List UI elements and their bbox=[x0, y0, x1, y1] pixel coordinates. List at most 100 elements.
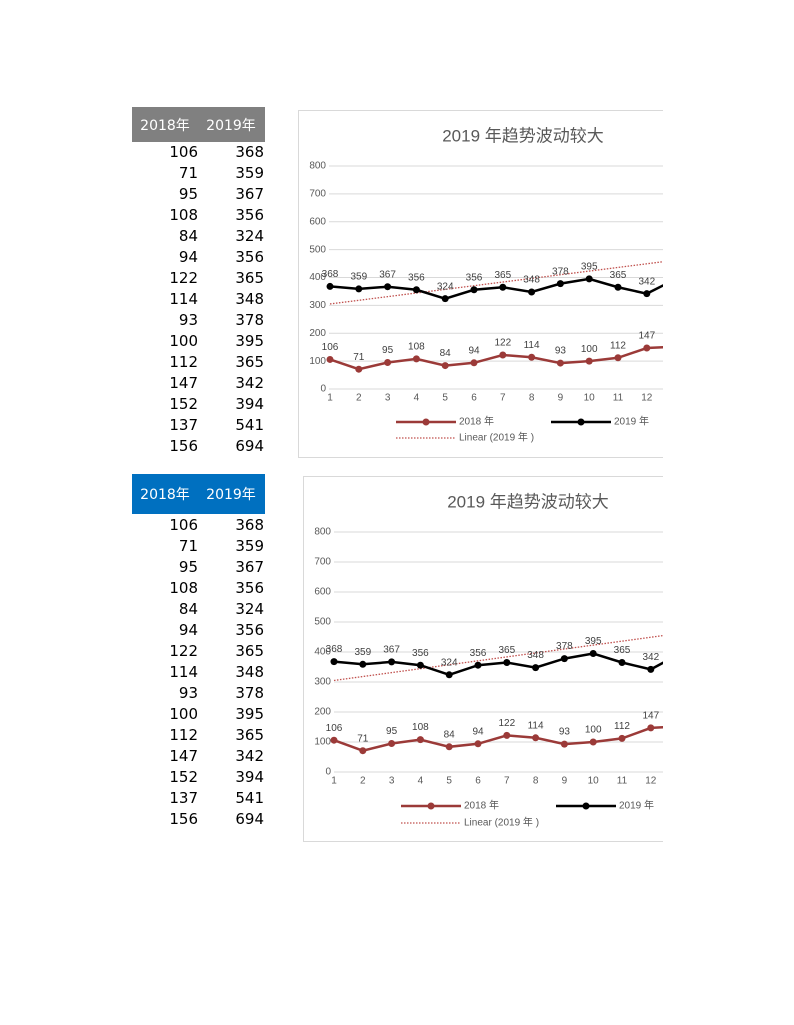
legend-marker bbox=[577, 418, 585, 426]
y-tick-label: 0 bbox=[325, 767, 331, 778]
data-point bbox=[532, 664, 540, 672]
x-tick-label: 3 bbox=[389, 776, 395, 787]
data-point bbox=[384, 283, 392, 291]
legend-marker bbox=[427, 802, 435, 810]
y-tick-label: 500 bbox=[314, 617, 331, 628]
data-label: 367 bbox=[379, 269, 396, 280]
data-point bbox=[647, 724, 655, 732]
data-point bbox=[474, 740, 482, 748]
chart-title: 2019 年趋势波动较大 bbox=[447, 492, 609, 511]
cell: 356 bbox=[235, 206, 264, 224]
cell: 395 bbox=[235, 705, 264, 723]
x-tick-label: 2 bbox=[360, 776, 366, 787]
chart-title: 2019 年趋势波动较大 bbox=[442, 126, 604, 145]
y-tick-label: 0 bbox=[320, 384, 326, 395]
data-label: 122 bbox=[498, 718, 515, 729]
table-row: 71 359 bbox=[132, 163, 265, 184]
table-row: 95 367 bbox=[132, 557, 265, 578]
cell: 367 bbox=[235, 185, 264, 203]
cell: 84 bbox=[178, 600, 198, 618]
data-label: 395 bbox=[581, 262, 598, 273]
y-tick-label: 800 bbox=[309, 161, 326, 172]
data-point bbox=[643, 290, 651, 298]
data-point bbox=[614, 283, 622, 291]
data-label: 106 bbox=[322, 342, 339, 353]
cell: 365 bbox=[235, 353, 264, 371]
data-label: 71 bbox=[357, 733, 369, 744]
cell: 394 bbox=[235, 768, 264, 786]
cell: 342 bbox=[235, 374, 264, 392]
data-point bbox=[474, 661, 482, 669]
data-point bbox=[614, 354, 622, 362]
cell: 378 bbox=[235, 311, 264, 329]
cell: 324 bbox=[235, 227, 264, 245]
header-cell: 2019年 bbox=[206, 487, 256, 503]
data-label: 356 bbox=[408, 272, 425, 283]
table-row: 147 342 bbox=[132, 373, 265, 394]
cell: 359 bbox=[235, 164, 264, 182]
cell: 365 bbox=[235, 726, 264, 744]
x-tick-label: 11 bbox=[613, 393, 624, 404]
y-tick-label: 800 bbox=[314, 527, 331, 538]
data-label: 342 bbox=[642, 652, 659, 663]
y-tick-label: 300 bbox=[314, 677, 331, 688]
y-tick-label: 600 bbox=[314, 587, 331, 598]
cell: 95 bbox=[178, 558, 198, 576]
data-label: 106 bbox=[326, 723, 343, 734]
y-tick-label: 700 bbox=[309, 189, 326, 200]
cell: 356 bbox=[235, 579, 264, 597]
data-point bbox=[355, 285, 363, 293]
data-label: 348 bbox=[523, 275, 540, 286]
data-point bbox=[330, 736, 338, 744]
series-line bbox=[329, 277, 663, 300]
table-row: 71 359 bbox=[132, 536, 265, 557]
data-label: 94 bbox=[472, 726, 484, 737]
legend-label: Linear (2019 年 ) bbox=[459, 431, 534, 444]
x-tick-label: 4 bbox=[418, 776, 424, 787]
data-point bbox=[499, 351, 507, 359]
x-tick-label: 7 bbox=[504, 776, 510, 787]
data-label: 324 bbox=[437, 281, 454, 292]
table-row: 84 324 bbox=[132, 226, 265, 247]
legend-marker bbox=[582, 802, 590, 810]
data-label: 114 bbox=[528, 720, 544, 731]
cell: 694 bbox=[235, 437, 264, 455]
table-row: 112 365 bbox=[132, 352, 265, 373]
data-label: 93 bbox=[555, 346, 567, 357]
data-point bbox=[560, 740, 568, 748]
table-row: 94 356 bbox=[132, 247, 265, 268]
cell: 342 bbox=[235, 747, 264, 765]
data-label: 365 bbox=[614, 645, 631, 656]
y-tick-label: 400 bbox=[309, 272, 326, 283]
cell: 147 bbox=[169, 374, 198, 392]
data-label: 378 bbox=[552, 266, 569, 277]
data-label: 147 bbox=[642, 711, 659, 722]
cell: 95 bbox=[178, 185, 198, 203]
data-label: 95 bbox=[382, 345, 394, 356]
x-tick-label: 8 bbox=[529, 393, 535, 404]
data-point bbox=[384, 359, 392, 367]
table-row: 152 394 bbox=[132, 767, 265, 788]
cell: 94 bbox=[178, 248, 198, 266]
data-label: 112 bbox=[610, 340, 626, 351]
x-tick-label: 5 bbox=[446, 776, 452, 787]
data-point bbox=[441, 362, 449, 370]
data-label: 112 bbox=[614, 721, 630, 732]
data-label: 365 bbox=[610, 270, 627, 281]
legend-marker bbox=[422, 418, 430, 426]
cell: 394 bbox=[235, 395, 264, 413]
x-tick-label: 12 bbox=[641, 393, 653, 404]
table-header: 2018年 2019年 bbox=[132, 474, 265, 514]
data-point bbox=[416, 736, 424, 744]
data-point bbox=[326, 282, 334, 290]
data-point bbox=[359, 747, 367, 755]
data-point bbox=[618, 659, 626, 666]
data-label: 147 bbox=[638, 331, 655, 342]
table-row: 122 365 bbox=[132, 641, 265, 662]
legend-label: 2019 年 bbox=[619, 799, 654, 812]
cell: 156 bbox=[169, 810, 198, 828]
data-label: 395 bbox=[585, 636, 602, 647]
data-point bbox=[643, 344, 651, 352]
